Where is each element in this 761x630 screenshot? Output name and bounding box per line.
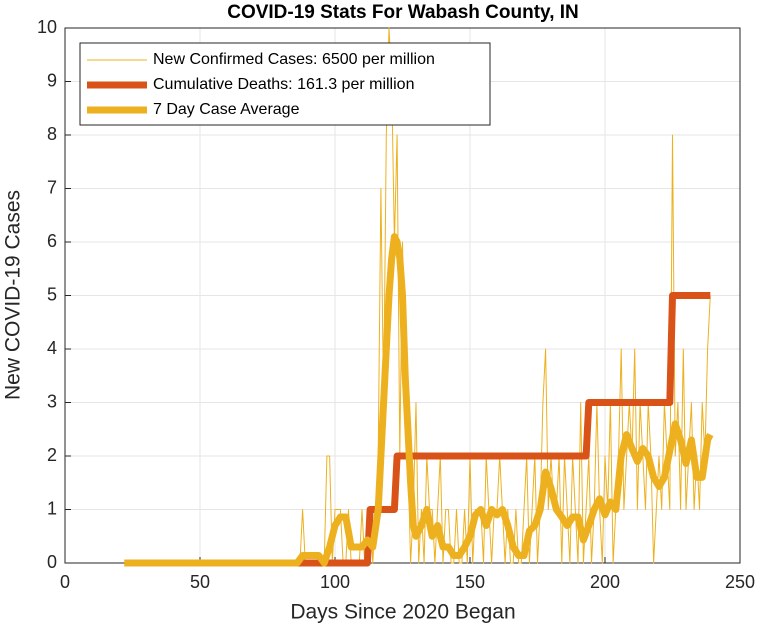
- y-tick-label: 3: [47, 391, 57, 411]
- series-line: [124, 292, 711, 567]
- x-tick-label: 150: [455, 572, 485, 592]
- y-tick-label: 7: [47, 177, 57, 197]
- plot-frame: [64, 27, 741, 564]
- x-tick-label: 0: [60, 572, 70, 592]
- y-tick-label: 9: [47, 70, 57, 90]
- series-line: [124, 233, 714, 567]
- y-tick-label: 0: [47, 552, 57, 572]
- x-tick-label: 50: [190, 572, 210, 592]
- y-tick-label: 5: [47, 284, 57, 304]
- y-tick-label: 6: [47, 231, 57, 251]
- y-tick-label: 4: [47, 338, 57, 358]
- chart-title: COVID-19 Stats For Wabash County, IN: [227, 2, 579, 23]
- legend-box: [79, 42, 491, 126]
- legend-label: Cumulative Deaths: 161.3 per million: [153, 76, 414, 93]
- x-tick-label: 250: [725, 572, 755, 592]
- y-tick-label: 2: [47, 445, 57, 465]
- y-tick-label: 8: [47, 124, 57, 144]
- y-tick-label: 1: [47, 498, 57, 518]
- legend-label: New Confirmed Cases: 6500 per million: [153, 51, 435, 68]
- x-tick-label: 200: [590, 572, 620, 592]
- legend-label: 7 Day Case Average: [153, 101, 300, 118]
- x-axis-label: Days Since 2020 Began: [290, 601, 515, 624]
- y-tick-label: 10: [37, 17, 57, 37]
- x-tick-label: 100: [320, 572, 350, 592]
- y-axis-label: New COVID-19 Cases: [2, 190, 25, 400]
